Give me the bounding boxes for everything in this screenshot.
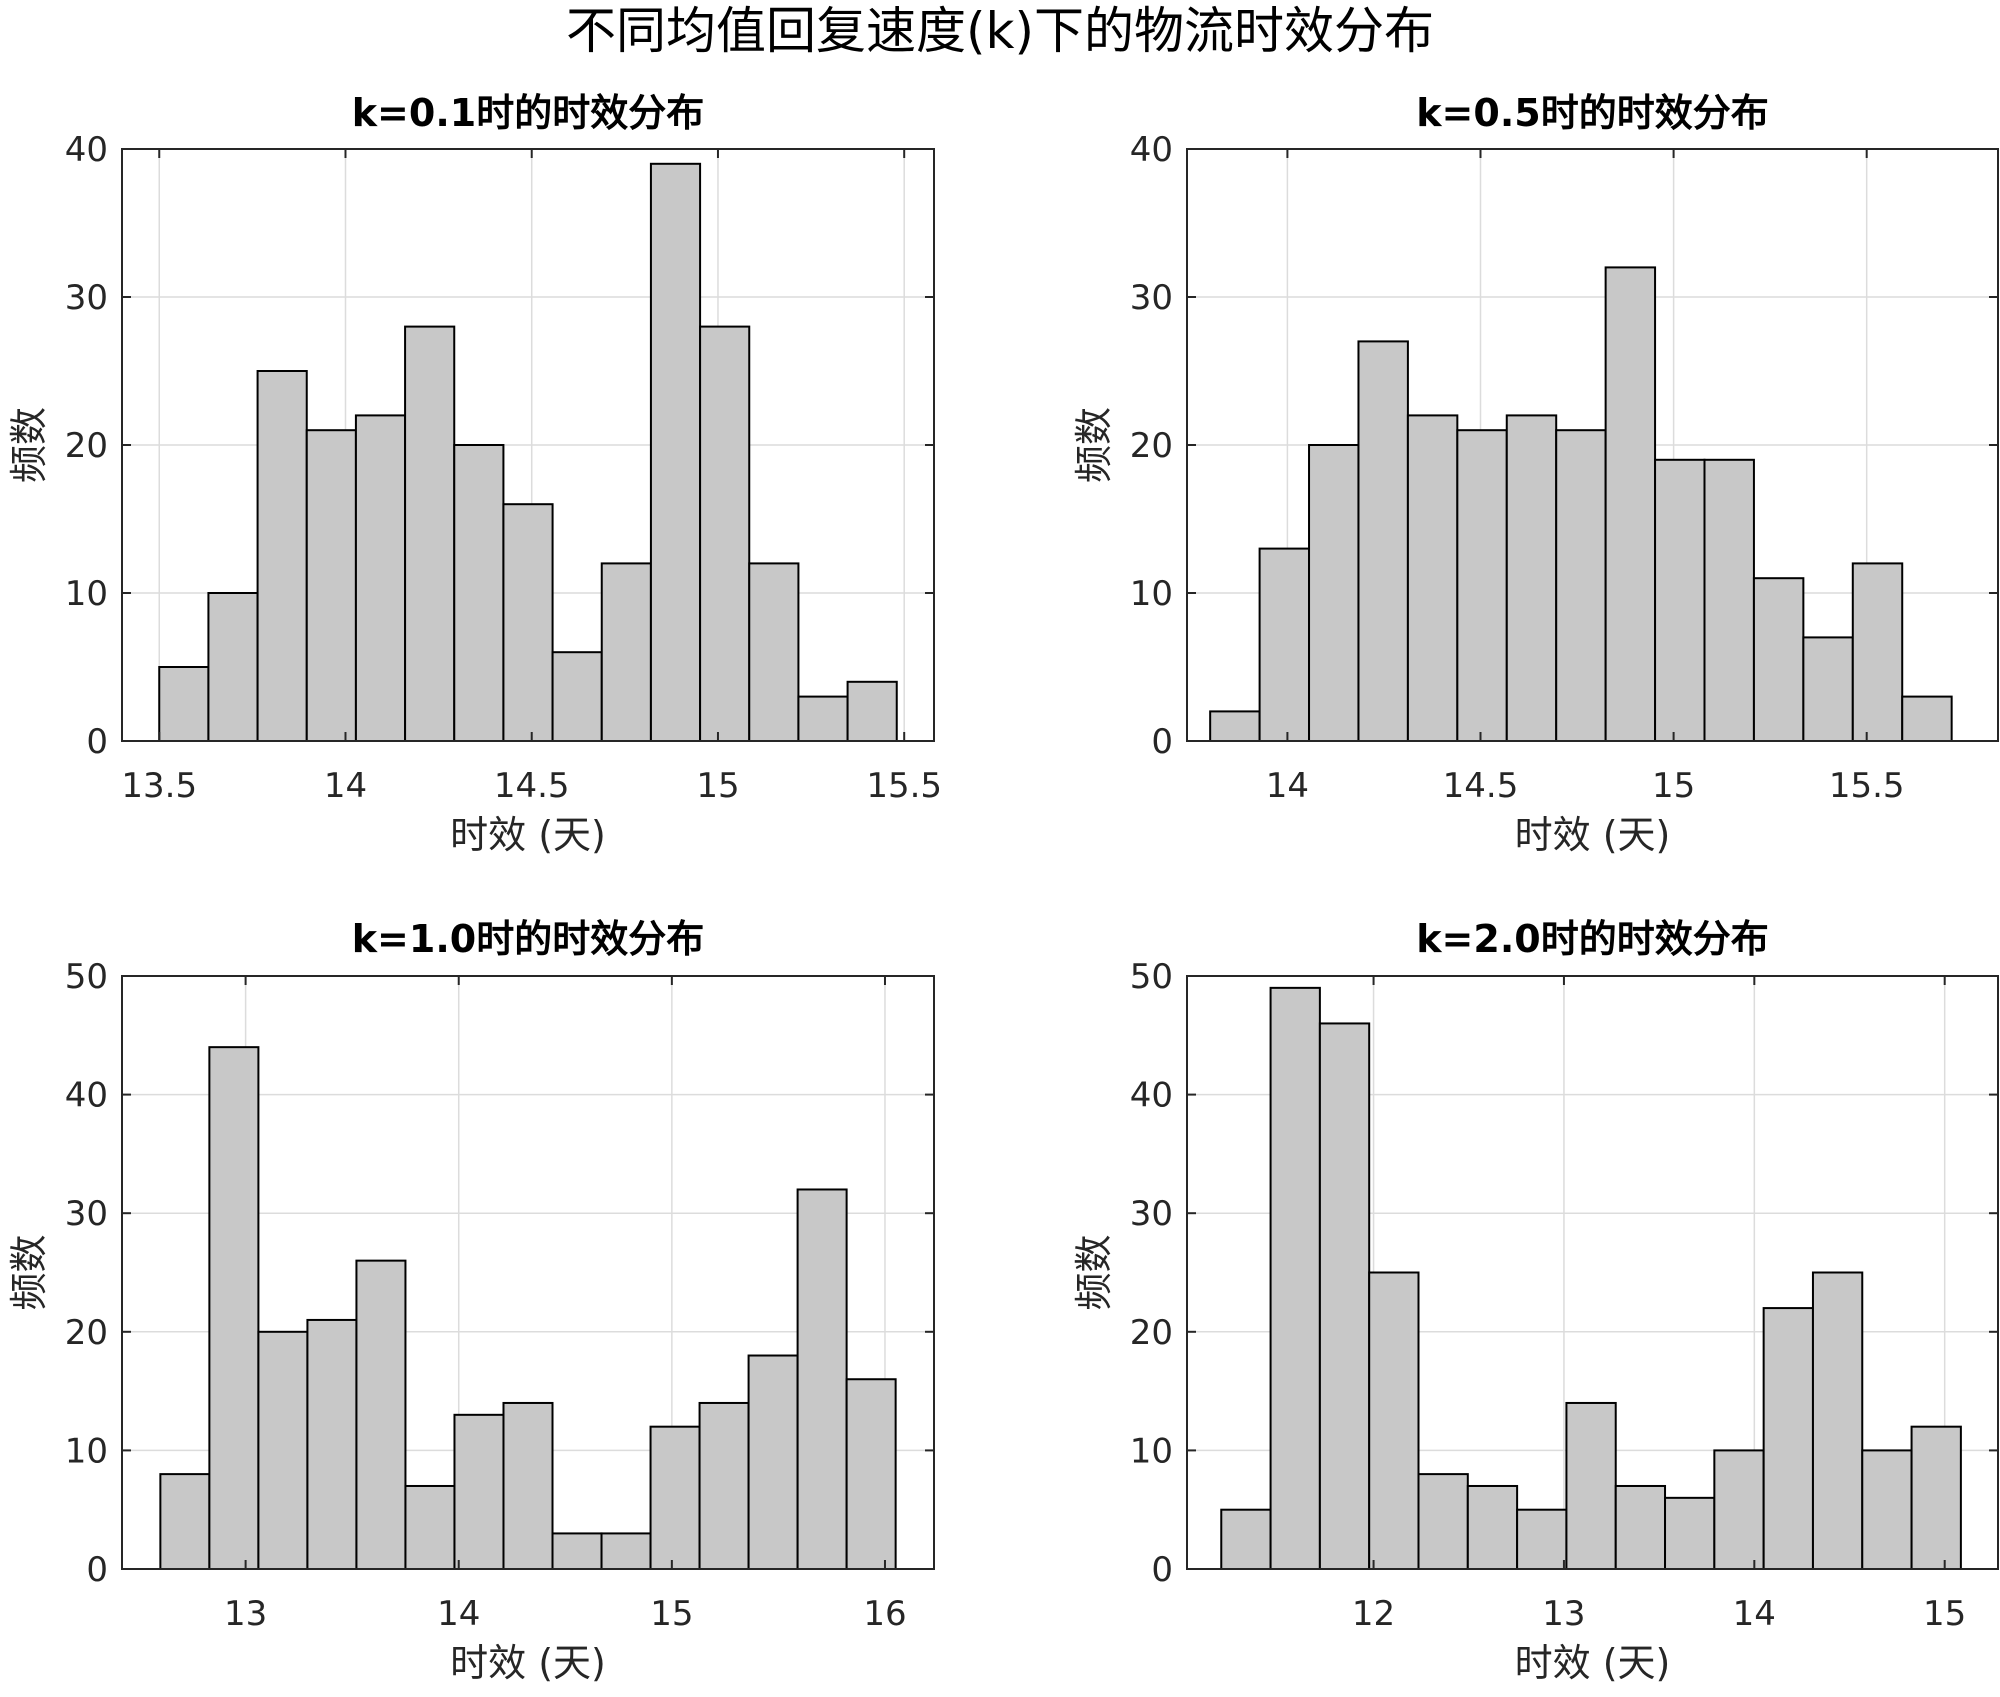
x-tick-label: 12 (1352, 1594, 1395, 1634)
histogram-bar (159, 1473, 211, 1570)
histogram-bar (649, 162, 702, 743)
y-tick-label: 40 (65, 130, 108, 170)
panel-title: k=0.5时的时效分布 (1416, 91, 1768, 135)
axes-frame (1186, 975, 1999, 1570)
x-tick-label: 15 (650, 1594, 693, 1634)
histogram-bar (698, 1401, 750, 1570)
histogram-bar (256, 370, 308, 742)
y-tick-label: 10 (1130, 1431, 1173, 1471)
histogram-bar (1664, 1496, 1716, 1570)
histogram-bar (1555, 429, 1607, 742)
x-tick-label: 16 (863, 1594, 906, 1634)
y-tick-label: 0 (1151, 722, 1173, 762)
x-tick-label: 15.5 (866, 766, 942, 806)
y-tick-label: 0 (86, 1550, 108, 1590)
histogram-bar (257, 1330, 309, 1571)
y-tick-label: 30 (1130, 1194, 1173, 1234)
y-tick-label: 10 (65, 1431, 108, 1471)
x-axis-label: 时效 (天) (1515, 1641, 1671, 1685)
x-tick-label: 15 (1923, 1594, 1966, 1634)
x-tick-label: 14 (437, 1594, 480, 1634)
x-axis-label: 时效 (天) (450, 813, 606, 857)
histogram-bar (502, 503, 554, 743)
histogram-bar (1516, 1508, 1568, 1570)
histogram-bar (1565, 1401, 1617, 1570)
histogram-bar (208, 1046, 260, 1571)
x-tick-label: 13.5 (121, 766, 197, 806)
histogram-bar (1762, 1307, 1814, 1570)
y-tick-label: 30 (1130, 278, 1173, 318)
y-tick-label: 50 (65, 957, 108, 997)
panel-title: k=1.0时的时效分布 (352, 917, 704, 961)
x-tick-label: 15 (1652, 766, 1695, 806)
y-tick-label: 10 (65, 574, 108, 614)
x-tick-label: 15.5 (1829, 766, 1905, 806)
histogram-bar (1466, 1484, 1519, 1570)
y-axis-label: 频数 (1072, 1234, 1116, 1310)
y-axis-label: 频数 (1072, 407, 1116, 483)
y-tick-label: 30 (65, 278, 108, 318)
histogram-bar (1703, 458, 1755, 742)
y-tick-label: 50 (1130, 957, 1173, 997)
y-tick-label: 30 (65, 1194, 108, 1234)
histogram-bar (846, 680, 898, 742)
histogram-bar (1713, 1449, 1765, 1571)
y-tick-label: 20 (65, 426, 108, 466)
y-tick-label: 20 (65, 1313, 108, 1353)
histogram-bar (748, 562, 800, 743)
histogram-bar (355, 1259, 407, 1570)
histogram-bar (1269, 986, 1321, 1570)
histogram-bar (502, 1401, 554, 1570)
histogram-bar (1851, 562, 1904, 743)
histogram-bar (1654, 458, 1706, 742)
histogram-bar (1220, 1508, 1272, 1570)
histogram-bar (1811, 1271, 1864, 1570)
x-tick-label: 14.5 (494, 766, 570, 806)
x-axis-label: 时效 (天) (450, 1641, 606, 1685)
histogram-bar (306, 1318, 358, 1570)
y-tick-label: 20 (1130, 426, 1173, 466)
histogram-bar (845, 1378, 897, 1570)
y-axis-label: 频数 (7, 407, 51, 483)
x-tick-label: 13 (224, 1594, 267, 1634)
y-tick-label: 40 (1130, 130, 1173, 170)
histogram-bar (1417, 1473, 1469, 1570)
x-tick-label: 14.5 (1443, 766, 1519, 806)
y-tick-label: 10 (1130, 574, 1173, 614)
histogram-bar (1456, 429, 1508, 742)
histogram-bar (404, 1484, 456, 1570)
histogram-bar (453, 444, 505, 742)
histogram-bar (354, 414, 407, 742)
x-tick-label: 13 (1542, 1594, 1585, 1634)
y-tick-label: 20 (1130, 1313, 1173, 1353)
histogram-bar (1752, 577, 1805, 743)
histogram-bar (1614, 1484, 1667, 1570)
x-tick-label: 14 (1733, 1594, 1776, 1634)
y-tick-label: 0 (1151, 1550, 1173, 1590)
axes-frame (121, 975, 935, 1570)
figure-title: 不同均值回复速度(k)下的物流时效分布 (566, 2, 1434, 60)
histogram-bar (1368, 1271, 1420, 1570)
histogram-bar (551, 651, 603, 743)
y-axis-label: 频数 (7, 1234, 51, 1310)
x-tick-label: 14 (324, 766, 367, 806)
histogram-bar (1910, 1425, 1962, 1571)
x-tick-label: 15 (696, 766, 739, 806)
y-tick-label: 0 (86, 722, 108, 762)
panel-title: k=0.1时的时效分布 (352, 91, 704, 135)
histogram-bar (1318, 1022, 1371, 1570)
histogram-bar (1406, 414, 1459, 742)
y-tick-label: 40 (1130, 1076, 1173, 1116)
panel-title: k=2.0时的时效分布 (1416, 917, 1768, 961)
histogram-bar (1901, 695, 1953, 742)
histogram-bar (1861, 1449, 1913, 1571)
y-tick-label: 40 (65, 1076, 108, 1116)
x-axis-label: 时效 (天) (1515, 813, 1671, 857)
histogram-bar (797, 695, 849, 742)
x-tick-label: 14 (1266, 766, 1309, 806)
